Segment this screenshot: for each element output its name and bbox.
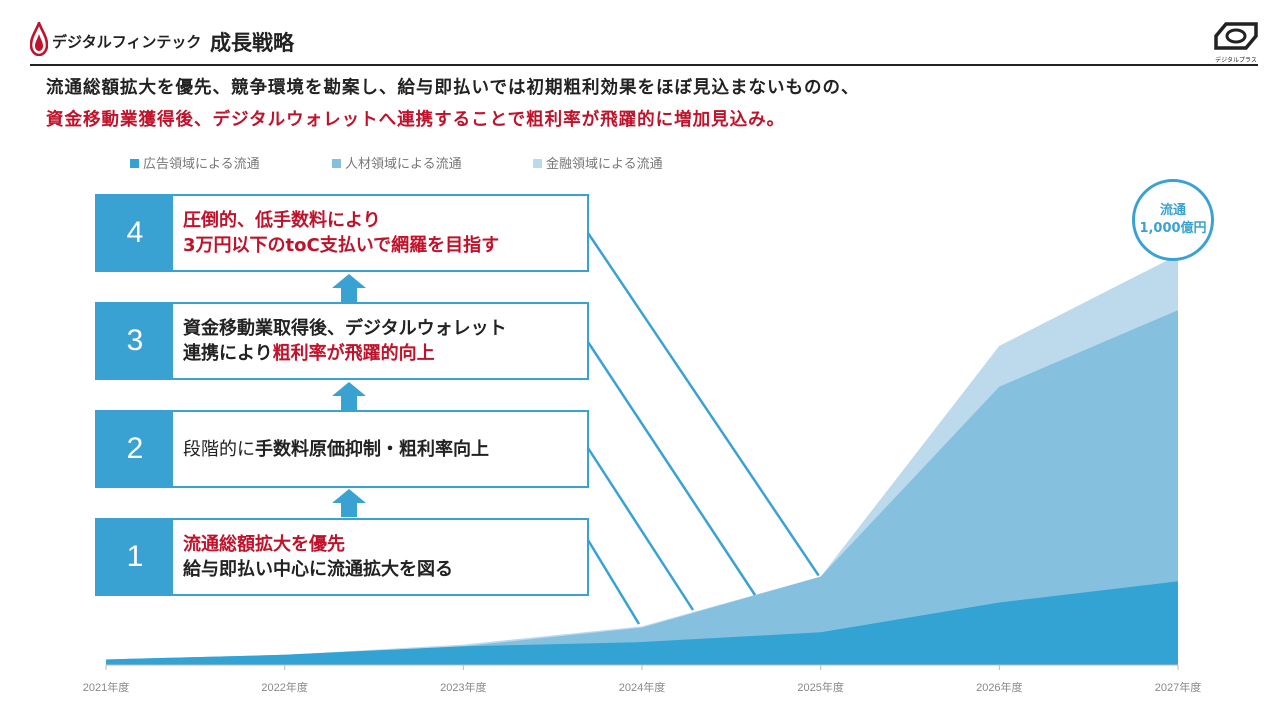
legend-label-hr: 人材領域による流通 bbox=[345, 157, 462, 172]
drop-logo-icon bbox=[30, 22, 48, 56]
step-3-number: 3 bbox=[97, 304, 173, 378]
arrow-up-icon bbox=[332, 274, 366, 302]
area-series-2 bbox=[106, 310, 1178, 665]
legend-swatch-fin bbox=[533, 159, 542, 168]
brand-logo-icon bbox=[1214, 22, 1258, 50]
legend-swatch-ad bbox=[130, 159, 139, 168]
step-connector-line bbox=[586, 539, 641, 625]
step-1-text: 流通総額拡大を優先 給与即払い中心に流通拡大を図る bbox=[183, 520, 583, 594]
step-3-line-1: 資金移動業取得後、デジタルウォレット bbox=[183, 318, 507, 339]
legend-item-hr: 人材領域による流通 bbox=[332, 153, 462, 172]
lead-line-1: 流通総額拡大を優先、競争環境を勘案し、給与即払いでは初期粗利効果をほぼ見込まない… bbox=[46, 78, 860, 98]
step-4-number: 4 bbox=[97, 196, 173, 270]
step-3-line-2-red: 粗利率が飛躍的向上 bbox=[272, 343, 435, 364]
x-tick-label: 2022年度 bbox=[261, 680, 307, 694]
x-tick-label: 2026年度 bbox=[976, 680, 1022, 694]
legend-item-ad: 広告領域による流通 bbox=[130, 153, 260, 172]
step-1-box: 1 流通総額拡大を優先 給与即払い中心に流通拡大を図る bbox=[95, 518, 589, 596]
step-connector-line bbox=[586, 232, 820, 577]
header: デジタルフィンテック 成長戦略 デジタルプラス bbox=[0, 0, 1280, 66]
step-3-box: 3 資金移動業取得後、デジタルウォレット 連携により粗利率が飛躍的向上 bbox=[95, 302, 589, 380]
legend-swatch-hr bbox=[332, 159, 341, 168]
arrow-up-icon bbox=[332, 382, 366, 410]
logo-text: デジタルフィンテック bbox=[52, 33, 202, 51]
step-4-text: 圧倒的、低手数料により 3万円以下のtoC支払いで網羅を目指す bbox=[183, 196, 583, 270]
step-2-line-1-bold: 手数料原価抑制・粗利率向上 bbox=[255, 438, 489, 460]
x-tick-label: 2025年度 bbox=[797, 680, 843, 694]
step-1-line-2: 給与即払い中心に流通拡大を図る bbox=[183, 559, 453, 580]
step-2-line-1-normal: 段階的に bbox=[183, 438, 255, 460]
total-callout-badge: 流通 1,000億円 bbox=[1132, 179, 1214, 261]
legend-item-fin: 金融領域による流通 bbox=[533, 153, 663, 172]
step-1-line-1: 流通総額拡大を優先 bbox=[183, 534, 345, 555]
callout-line-1: 流通 bbox=[1159, 203, 1186, 218]
x-tick-label: 2021年度 bbox=[83, 680, 129, 694]
step-2-text: 段階的に手数料原価抑制・粗利率向上 bbox=[183, 412, 583, 486]
x-tick-label: 2023年度 bbox=[440, 680, 486, 694]
step-connector-line bbox=[586, 447, 695, 611]
legend-label-ad: 広告領域による流通 bbox=[143, 157, 260, 172]
step-4-line-1: 圧倒的、低手数料により bbox=[183, 210, 381, 231]
lead-line-2: 資金移動業獲得後、デジタルウォレットへ連携することで粗利率が飛躍的に増加見込み。 bbox=[46, 110, 786, 130]
step-connector-line bbox=[586, 341, 757, 596]
step-4-box: 4 圧倒的、低手数料により 3万円以下のtoC支払いで網羅を目指す bbox=[95, 194, 589, 272]
x-tick-label: 2024年度 bbox=[619, 680, 665, 694]
step-4-line-2: 3万円以下のtoC支払いで網羅を目指す bbox=[183, 235, 500, 256]
step-2-number: 2 bbox=[97, 412, 173, 486]
step-3-line-2-prefix: 連携により bbox=[183, 343, 273, 364]
step-3-text: 資金移動業取得後、デジタルウォレット 連携により粗利率が飛躍的向上 bbox=[183, 304, 583, 378]
step-1-number: 1 bbox=[97, 520, 173, 594]
x-tick-label: 2027年度 bbox=[1155, 680, 1201, 694]
area-series-1 bbox=[106, 581, 1178, 665]
arrow-up-icon bbox=[332, 489, 366, 517]
legend-label-fin: 金融領域による流通 bbox=[546, 157, 663, 172]
page-title: 成長戦略 bbox=[210, 31, 294, 55]
header-divider bbox=[30, 64, 1258, 66]
callout-line-2: 1,000億円 bbox=[1139, 221, 1207, 236]
step-2-box: 2 段階的に手数料原価抑制・粗利率向上 bbox=[95, 410, 589, 488]
brand-text: デジタルプラス bbox=[1215, 57, 1257, 64]
